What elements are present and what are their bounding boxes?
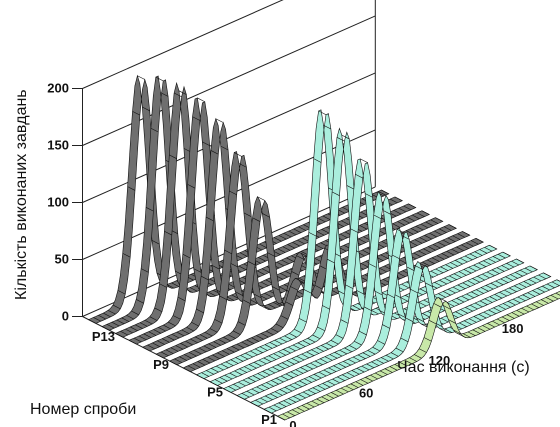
z-tick-label: P1 <box>261 412 277 427</box>
ribbon-rung <box>360 159 367 163</box>
y-tick-label: 100 <box>47 195 69 210</box>
x-axis-label: Час виконання (с) <box>397 359 530 376</box>
gridline-4 <box>83 0 376 89</box>
x-tick-label: 0 <box>289 418 296 427</box>
z-tick-label: P5 <box>207 384 223 399</box>
ribbon-rung <box>197 98 204 102</box>
x-tick-label: 60 <box>359 386 373 401</box>
y-tick-label: 0 <box>62 309 69 324</box>
y-tick-label: 50 <box>55 252 69 267</box>
x-tick-label: 180 <box>502 321 524 336</box>
z-tick-label: P9 <box>153 357 169 372</box>
z-axis-label: Номер спроби <box>30 401 136 418</box>
y-tick-label: 150 <box>47 138 69 153</box>
y-axis-label: Кількість виконаних завдань <box>13 89 30 300</box>
y-tick-label: 200 <box>47 81 69 96</box>
z-tick-label: P13 <box>92 329 115 344</box>
gridline-3 <box>83 16 376 146</box>
